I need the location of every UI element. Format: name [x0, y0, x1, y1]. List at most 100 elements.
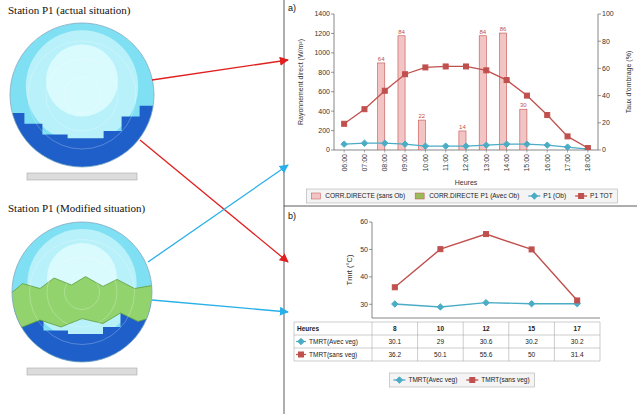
tick [598, 68, 601, 69]
table-rule [294, 348, 600, 349]
tick [506, 150, 507, 153]
point [382, 140, 388, 146]
tick-label: 0 [602, 146, 606, 153]
point [438, 247, 443, 252]
legend-label: TMRT(sans veg) [481, 376, 529, 384]
point [585, 146, 591, 150]
point [504, 78, 509, 83]
legend-item: TMRT(sans veg) [466, 376, 529, 384]
arrow [140, 140, 288, 262]
point [503, 141, 509, 147]
bar [479, 36, 486, 150]
tick [598, 41, 601, 42]
legend: TMRT(Avec veg) TMRT(sans veg) [389, 373, 534, 387]
point [484, 232, 489, 237]
point [464, 64, 469, 69]
axis-title: Heures [455, 179, 478, 186]
legend-label: TMRT(Avec veg) [408, 376, 457, 384]
tick-label: 600 [318, 88, 330, 95]
axis-title: Tmrt (°C) [345, 254, 354, 285]
buildings [3, 106, 161, 174]
panel-letter: a) [288, 3, 296, 13]
tick [598, 150, 601, 151]
tick-label: 60 [360, 218, 368, 225]
legend-marker [396, 377, 402, 383]
tick [369, 276, 372, 277]
legend-marker [470, 378, 475, 383]
legend-item: P1 (Ob) [528, 192, 566, 200]
tick-label: 13:00 [483, 154, 490, 172]
bar [500, 33, 507, 150]
legend-label: CORR.DIRECTE P1 (Avec Ob) [429, 192, 519, 200]
tick-label: 16:00 [544, 154, 551, 172]
data-label: 30 [520, 102, 527, 108]
legend-label: P1 (Ob) [543, 192, 566, 200]
tick-label: 1200 [314, 30, 330, 37]
sky-border [12, 222, 152, 362]
divider [284, 206, 637, 207]
tick [405, 150, 406, 153]
line [344, 143, 588, 149]
point [392, 285, 397, 290]
legend-box [389, 373, 534, 387]
table-rule [294, 335, 600, 336]
table-rule [294, 361, 600, 362]
point [483, 299, 489, 305]
tick [486, 150, 487, 153]
legend-item: CORR.DIRECTE (sans Ob) [311, 192, 405, 200]
legend: CORR.DIRECTE (sans Ob) CORR.DIRECTE P1 (A… [306, 189, 617, 203]
legend-swatch [415, 193, 424, 199]
table-rule [372, 322, 373, 361]
panel-letter: b) [288, 211, 296, 221]
legend-item: CORR.DIRECTE P1 (Avec Ob) [415, 192, 519, 200]
point [528, 301, 534, 307]
sky-border [10, 23, 154, 167]
tick-label: 50 [360, 246, 368, 253]
tick-label: 30 [360, 301, 368, 308]
tick [384, 150, 385, 153]
point [341, 141, 347, 147]
tick-label: 10:00 [422, 154, 429, 172]
point [524, 93, 529, 98]
tick-label: 60 [602, 65, 610, 72]
table-cell: 36.2 [388, 351, 401, 358]
plot [341, 33, 591, 150]
table-rule [600, 322, 601, 361]
point [361, 140, 367, 146]
tick-label: 400 [318, 108, 330, 115]
caption-bar [27, 173, 137, 180]
tick-label: 40 [602, 92, 610, 99]
table-rule [508, 322, 509, 361]
buildings-near [5, 331, 54, 370]
tick-label: 100 [602, 10, 614, 17]
point [437, 304, 443, 310]
bar [398, 36, 405, 150]
tick-label: 200 [318, 127, 330, 134]
point [575, 298, 580, 303]
tick [567, 150, 568, 153]
tick [598, 122, 601, 123]
table-rule [463, 322, 464, 361]
point [422, 143, 428, 149]
tick-label: 800 [318, 69, 330, 76]
tick [466, 150, 467, 153]
table-cell: 55.6 [480, 351, 493, 358]
tick-label: 80 [602, 38, 610, 45]
legend-item: TMRT(Avec veg) [393, 376, 457, 384]
legend-marker [531, 193, 537, 199]
arrow [148, 165, 288, 262]
table-head: 8 [393, 325, 397, 332]
tick-label: 1000 [314, 49, 330, 56]
axis-line [372, 222, 373, 318]
point [564, 144, 570, 150]
tick [598, 14, 601, 15]
table-row-name: TMRT(Avec veg) [309, 338, 358, 346]
figure: Station P1 (actual situation)Station P1 … [0, 0, 637, 414]
legend-box [306, 189, 617, 203]
tick [331, 150, 334, 151]
line [344, 66, 588, 148]
tick-label: 14:00 [503, 154, 510, 172]
table-cell: 50.1 [434, 351, 447, 358]
tick [344, 150, 345, 153]
tick [425, 150, 426, 153]
